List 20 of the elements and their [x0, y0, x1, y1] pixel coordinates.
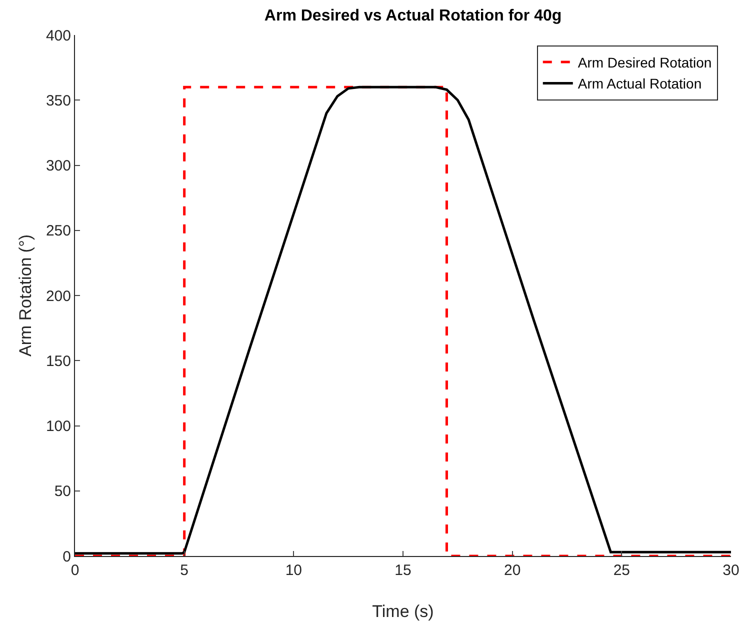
- x-tick-label: 10: [285, 562, 302, 579]
- y-tick-label: 0: [62, 548, 71, 566]
- x-tick-label: 5: [180, 562, 188, 579]
- x-axis-title: Time (s): [372, 602, 434, 621]
- y-tick-label: 300: [46, 158, 71, 174]
- y-tick-label: 250: [46, 222, 71, 240]
- legend-label: Arm Desired Rotation: [578, 54, 712, 70]
- y-tick-label: 200: [46, 288, 71, 305]
- x-tick-label: 20: [504, 562, 521, 579]
- y-tick-label: 150: [46, 352, 71, 370]
- y-tick-label: 400: [46, 27, 71, 44]
- y-tick-label: 100: [46, 418, 71, 435]
- legend-label: Arm Actual Rotation: [578, 76, 702, 92]
- y-tick-label: 350: [46, 92, 71, 110]
- y-axis-title: Arm Rotation (°): [16, 234, 35, 357]
- chart-title: Arm Desired vs Actual Rotation for 40g: [264, 8, 562, 25]
- x-tick-label: 30: [722, 562, 740, 579]
- y-tick-label: 50: [54, 483, 71, 500]
- x-tick-label: 25: [613, 562, 630, 579]
- x-tick-label: 15: [394, 562, 412, 579]
